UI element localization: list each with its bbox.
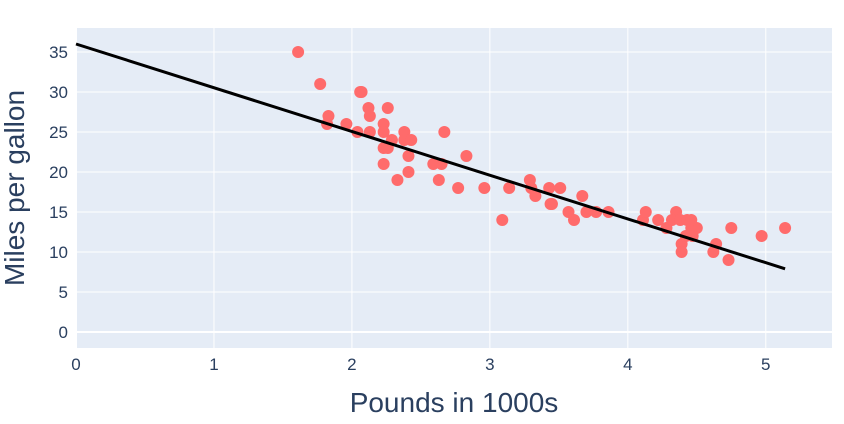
x-tick-label: 0 (71, 355, 80, 374)
y-tick-label: 10 (49, 243, 68, 262)
data-point (402, 166, 415, 178)
data-point (427, 158, 440, 170)
tick-labels: 0 1 2 3 4 5 0 5 10 15 20 25 30 35 (49, 43, 770, 374)
data-point (543, 182, 556, 194)
data-point (432, 174, 445, 186)
data-point (685, 214, 698, 226)
x-tick-label: 5 (761, 355, 770, 374)
y-tick-label: 30 (49, 83, 68, 102)
data-point (377, 158, 390, 170)
data-point (665, 214, 678, 226)
data-point (529, 190, 542, 202)
data-point (755, 230, 768, 242)
data-point (544, 198, 557, 210)
data-point (779, 222, 792, 234)
x-axis-title: Pounds in 1000s (350, 387, 559, 418)
data-point (381, 102, 394, 114)
data-point (639, 206, 652, 218)
data-point (460, 150, 473, 162)
data-point (478, 182, 491, 194)
points (75, 42, 792, 271)
data-point (405, 134, 418, 146)
y-axis-title: Miles per gallon (0, 90, 30, 286)
data-point (452, 182, 465, 194)
x-tick-label: 3 (485, 355, 494, 374)
data-point (503, 182, 516, 194)
data-point (554, 182, 567, 194)
data-point (340, 118, 353, 130)
data-point (580, 206, 593, 218)
data-point (496, 214, 509, 226)
data-point (391, 174, 404, 186)
x-tick-label: 4 (623, 355, 632, 374)
data-point (402, 150, 415, 162)
x-tick-label: 1 (209, 355, 218, 374)
y-tick-label: 25 (49, 123, 68, 142)
data-point (314, 78, 327, 90)
data-point (363, 110, 376, 122)
data-point (355, 86, 368, 98)
data-point (438, 126, 451, 138)
data-point (675, 246, 688, 258)
data-point (652, 214, 665, 226)
y-tick-label: 0 (59, 323, 68, 342)
data-point (292, 46, 305, 58)
x-tick-label: 2 (347, 355, 356, 374)
y-tick-label: 5 (59, 283, 68, 302)
y-tick-label: 20 (49, 163, 68, 182)
data-point (722, 254, 735, 266)
y-tick-label: 35 (49, 43, 68, 62)
data-point (576, 190, 589, 202)
grid (75, 28, 832, 348)
trendline (75, 42, 786, 271)
data-point (725, 222, 738, 234)
y-tick-label: 15 (49, 203, 68, 222)
data-point (377, 126, 390, 138)
data-point (568, 214, 581, 226)
